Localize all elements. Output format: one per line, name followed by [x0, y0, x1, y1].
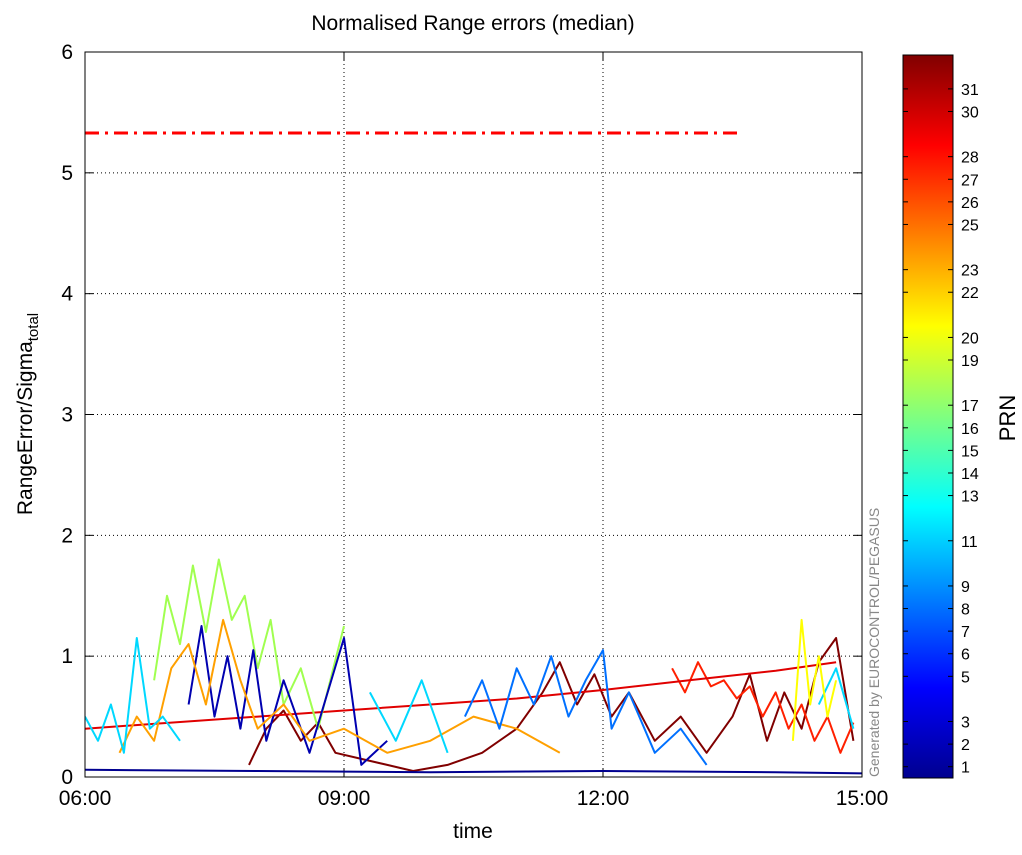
y-tick-label: 4 — [61, 283, 73, 306]
colorbar-tick-label: 26 — [961, 195, 979, 212]
x-axis-label: time — [453, 820, 493, 843]
data-line — [671, 661, 855, 754]
y-tick-label: 6 — [61, 41, 73, 64]
y-label-sub: total — [25, 313, 42, 341]
y-tick-label: 2 — [61, 524, 73, 547]
x-tick-label: 12:00 — [577, 787, 630, 810]
colorbar-tick-label: 31 — [961, 82, 979, 99]
data-line — [118, 618, 561, 754]
colorbar-tick-label: 25 — [961, 217, 979, 234]
colorbar-tick-label: 14 — [961, 466, 979, 483]
data-line — [791, 618, 838, 741]
data-line — [85, 661, 837, 730]
watermark: Generated by EUROCONTROL/PEGASUS — [866, 508, 882, 777]
colorbar-tick-label: 27 — [961, 172, 979, 189]
y-tick-label: 0 — [61, 766, 73, 789]
colorbar-tick-label: 15 — [961, 443, 979, 460]
colorbar-tick-label: 9 — [961, 579, 970, 596]
data-line — [187, 625, 388, 766]
colorbar-tick-label: 17 — [961, 398, 979, 415]
x-tick-label: 06:00 — [59, 787, 112, 810]
colorbar-tick-label: 3 — [961, 715, 970, 732]
colorbar-tick-label: 11 — [961, 534, 978, 551]
data-line — [153, 558, 345, 730]
colorbar-tick-label: 19 — [961, 353, 979, 370]
data-line — [248, 637, 855, 772]
y-label-main: RangeError/Sigma — [14, 341, 37, 515]
colorbar-tick-label: 6 — [961, 647, 970, 664]
colorbar-tick-label: 30 — [961, 104, 979, 121]
colorbar-tick-label: 23 — [961, 263, 979, 280]
y-tick-label: 1 — [61, 645, 73, 668]
x-tick-label: 15:00 — [836, 787, 889, 810]
colorbar-tick-label: 2 — [961, 737, 970, 754]
data-line — [85, 768, 862, 775]
y-axis-label: RangeError/Sigmatotal — [14, 313, 42, 515]
colorbar-tick-label: 1 — [961, 760, 970, 777]
colorbar-tick-label: 8 — [961, 602, 970, 619]
colorbar-tick-label: 7 — [961, 624, 970, 641]
chart-title: Normalised Range errors (median) — [311, 12, 634, 35]
plot-frame — [84, 51, 863, 778]
colorbar-tick-label: 28 — [961, 150, 979, 167]
colorbar-tick-label: 16 — [961, 421, 979, 438]
y-tick-label: 3 — [61, 404, 73, 427]
x-tick-label: 09:00 — [318, 787, 371, 810]
colorbar-tick-label: 13 — [961, 489, 979, 506]
y-tick-label: 5 — [61, 162, 73, 185]
colorbar-label: PRN — [995, 395, 1020, 441]
colorbar — [902, 54, 954, 779]
data-line — [463, 649, 708, 766]
colorbar-tick-label: 20 — [961, 330, 979, 347]
colorbar-tick-label: 22 — [961, 285, 979, 302]
colorbar-tick-label: 5 — [961, 669, 970, 686]
